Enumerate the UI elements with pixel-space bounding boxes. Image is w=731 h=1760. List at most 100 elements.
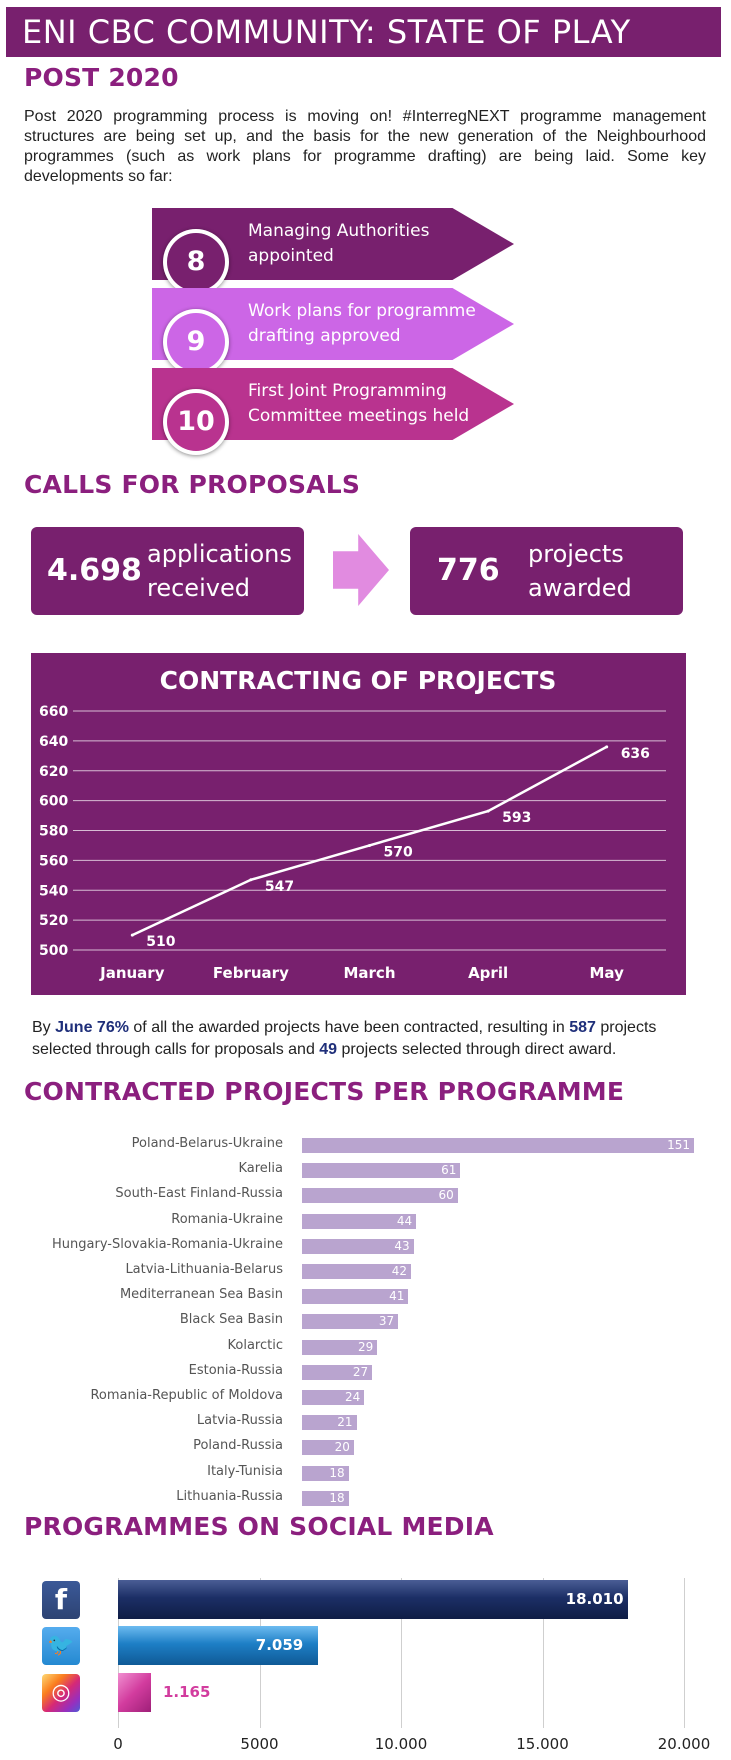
data-point <box>368 843 371 847</box>
applications-label: applications received <box>147 537 292 605</box>
y-tick-label: 500 <box>39 943 68 959</box>
programme-row: Karelia 61 <box>0 1159 731 1184</box>
data-label: 570 <box>384 844 413 860</box>
programme-value: 44 <box>396 1213 413 1228</box>
x-tick-label: 0 <box>113 1735 123 1753</box>
programme-value: 18 <box>329 1465 345 1480</box>
stat-arrow: Work plans for programme drafting approve… <box>152 288 514 375</box>
programme-bar: 21 <box>302 1415 357 1431</box>
applications-label-line2: received <box>147 574 250 602</box>
applications-box: 4.698 applications received <box>31 527 304 615</box>
x-tick-label: March <box>343 964 395 982</box>
stat-text-line1: Managing Authorities <box>248 221 430 241</box>
programme-row: Romania-Ukraine 44 <box>0 1210 731 1235</box>
programme-name: Estonia-Russia <box>188 1362 283 1378</box>
section-heading-programmes: CONTRACTED PROJECTS PER PROGRAMME <box>24 1077 625 1106</box>
programme-value: 29 <box>358 1339 374 1354</box>
programme-bar: 29 <box>302 1339 378 1355</box>
stat-text-line1: Work plans for programme <box>248 301 476 321</box>
programme-row: Italy-Tunisia 18 <box>0 1462 731 1487</box>
programme-bar: 44 <box>302 1213 417 1229</box>
awarded-number: 776 <box>437 553 500 588</box>
y-tick-label: 600 <box>39 794 68 810</box>
programme-row: Mediterranean Sea Basin 41 <box>0 1285 731 1310</box>
programme-value: 42 <box>391 1264 407 1278</box>
programme-row: Estonia-Russia 27 <box>0 1361 731 1386</box>
programme-bar: 61 <box>302 1163 461 1179</box>
programme-bar: 60 <box>302 1188 458 1204</box>
note-mid1: of all the awarded projects have been co… <box>128 1019 570 1036</box>
applications-number: 4.698 <box>47 553 142 588</box>
programme-name: Poland-Belarus-Ukraine <box>131 1136 283 1151</box>
gridline <box>684 1578 685 1728</box>
instagram-icon: ◎ <box>42 1674 80 1712</box>
programme-value: 21 <box>337 1415 353 1430</box>
y-tick-label: 620 <box>39 764 68 780</box>
programme-row: Lithuania-Russia 18 <box>0 1487 731 1512</box>
programme-bar: 20 <box>302 1440 354 1456</box>
social-bar <box>118 1580 628 1619</box>
programme-bar: 24 <box>302 1390 365 1405</box>
data-point <box>605 745 609 749</box>
programme-bar: 43 <box>302 1238 414 1254</box>
programme-value: 27 <box>352 1364 369 1379</box>
data-label: 510 <box>146 934 175 950</box>
note-percentage: 76% <box>96 1019 129 1036</box>
programme-row: Hungary-Slovakia-Romania-Ukraine 43 <box>0 1235 731 1260</box>
twitter-icon: 🐦 <box>42 1627 80 1665</box>
x-tick-label: April <box>468 964 508 982</box>
x-tick-label: 5000 <box>240 1735 279 1753</box>
x-tick-label: 10.000 <box>374 1735 428 1753</box>
stat-text-line2: Committee meetings held <box>248 406 470 426</box>
y-tick-label: 640 <box>39 734 68 750</box>
section-heading-social: PROGRAMMES ON SOCIAL MEDIA <box>24 1512 494 1541</box>
y-tick-label: 660 <box>39 704 68 720</box>
note-mid2: projects selected through calls for prop… <box>32 1019 657 1058</box>
data-label: 547 <box>265 879 294 895</box>
right-arrow-icon <box>333 534 389 606</box>
programmes-bar-chart: Poland-Belarus-Ukraine 151 Karelia 61 South-… <box>0 1134 731 1514</box>
stat-arrow: First Joint Programming Committee meeting… <box>152 368 514 455</box>
y-tick-label: 560 <box>39 853 68 869</box>
social-bar <box>118 1673 151 1712</box>
programme-name: Latvia-Lithuania-Belarus <box>125 1262 283 1277</box>
programme-name: Latvia-Russia <box>196 1413 283 1429</box>
programme-value: 37 <box>378 1314 395 1329</box>
stat-circle: 10 <box>163 389 229 455</box>
data-point <box>130 933 134 937</box>
programme-row: Latvia-Lithuania-Belarus 42 <box>0 1260 731 1285</box>
stat-text-line2: appointed <box>248 246 334 266</box>
programme-value: 60 <box>438 1188 454 1203</box>
stat-text: Managing Authorities appointed <box>248 219 498 269</box>
awarded-label: projects awarded <box>528 537 632 605</box>
contracting-chart-svg: CONTRACTING OF PROJECTS 500 520 540 560 580 60… <box>39 666 666 982</box>
note-month: June <box>55 1019 93 1036</box>
programme-bar: 151 <box>302 1138 694 1153</box>
series-line <box>131 745 608 937</box>
page-title: ENI CBC COMMUNITY: STATE OF PLAY <box>22 13 631 51</box>
stat-text: First Joint Programming Committee meeting… <box>248 379 498 429</box>
social-value: 18.010 <box>565 1590 624 1608</box>
programme-value: 20 <box>334 1440 350 1455</box>
gridline <box>542 1578 544 1728</box>
title-banner: ENI CBC COMMUNITY: STATE OF PLAY <box>6 7 721 57</box>
contracting-note: By June 76% of all the awarded projects … <box>32 1017 712 1061</box>
data-label: 593 <box>502 810 531 826</box>
programme-value: 151 <box>667 1138 690 1152</box>
programme-bar: 27 <box>302 1364 373 1380</box>
note-end: projects selected through direct award. <box>337 1041 617 1058</box>
programme-row: Poland-Belarus-Ukraine 151 <box>0 1134 731 1159</box>
programme-bar: 18 <box>302 1465 349 1481</box>
programme-name: Black Sea Basin <box>179 1312 283 1328</box>
awarded-label-line2: awarded <box>528 574 632 602</box>
programme-name: Karelia <box>238 1161 283 1177</box>
programme-name: Italy-Tunisia <box>207 1463 283 1479</box>
x-tick-label: January <box>99 964 165 982</box>
programme-row: Latvia-Russia 21 <box>0 1411 731 1436</box>
stat-circle: 8 <box>163 229 229 295</box>
stat-number: 10 <box>167 393 225 451</box>
stat-number: 9 <box>167 313 225 371</box>
programme-name: South-East Finland-Russia <box>115 1186 283 1202</box>
programme-name: Poland-Russia <box>193 1438 283 1454</box>
stat-number: 8 <box>167 233 225 291</box>
